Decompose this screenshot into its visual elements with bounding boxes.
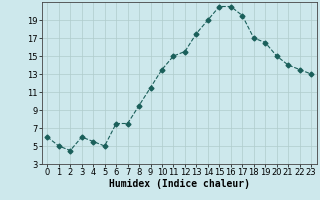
X-axis label: Humidex (Indice chaleur): Humidex (Indice chaleur): [109, 179, 250, 189]
